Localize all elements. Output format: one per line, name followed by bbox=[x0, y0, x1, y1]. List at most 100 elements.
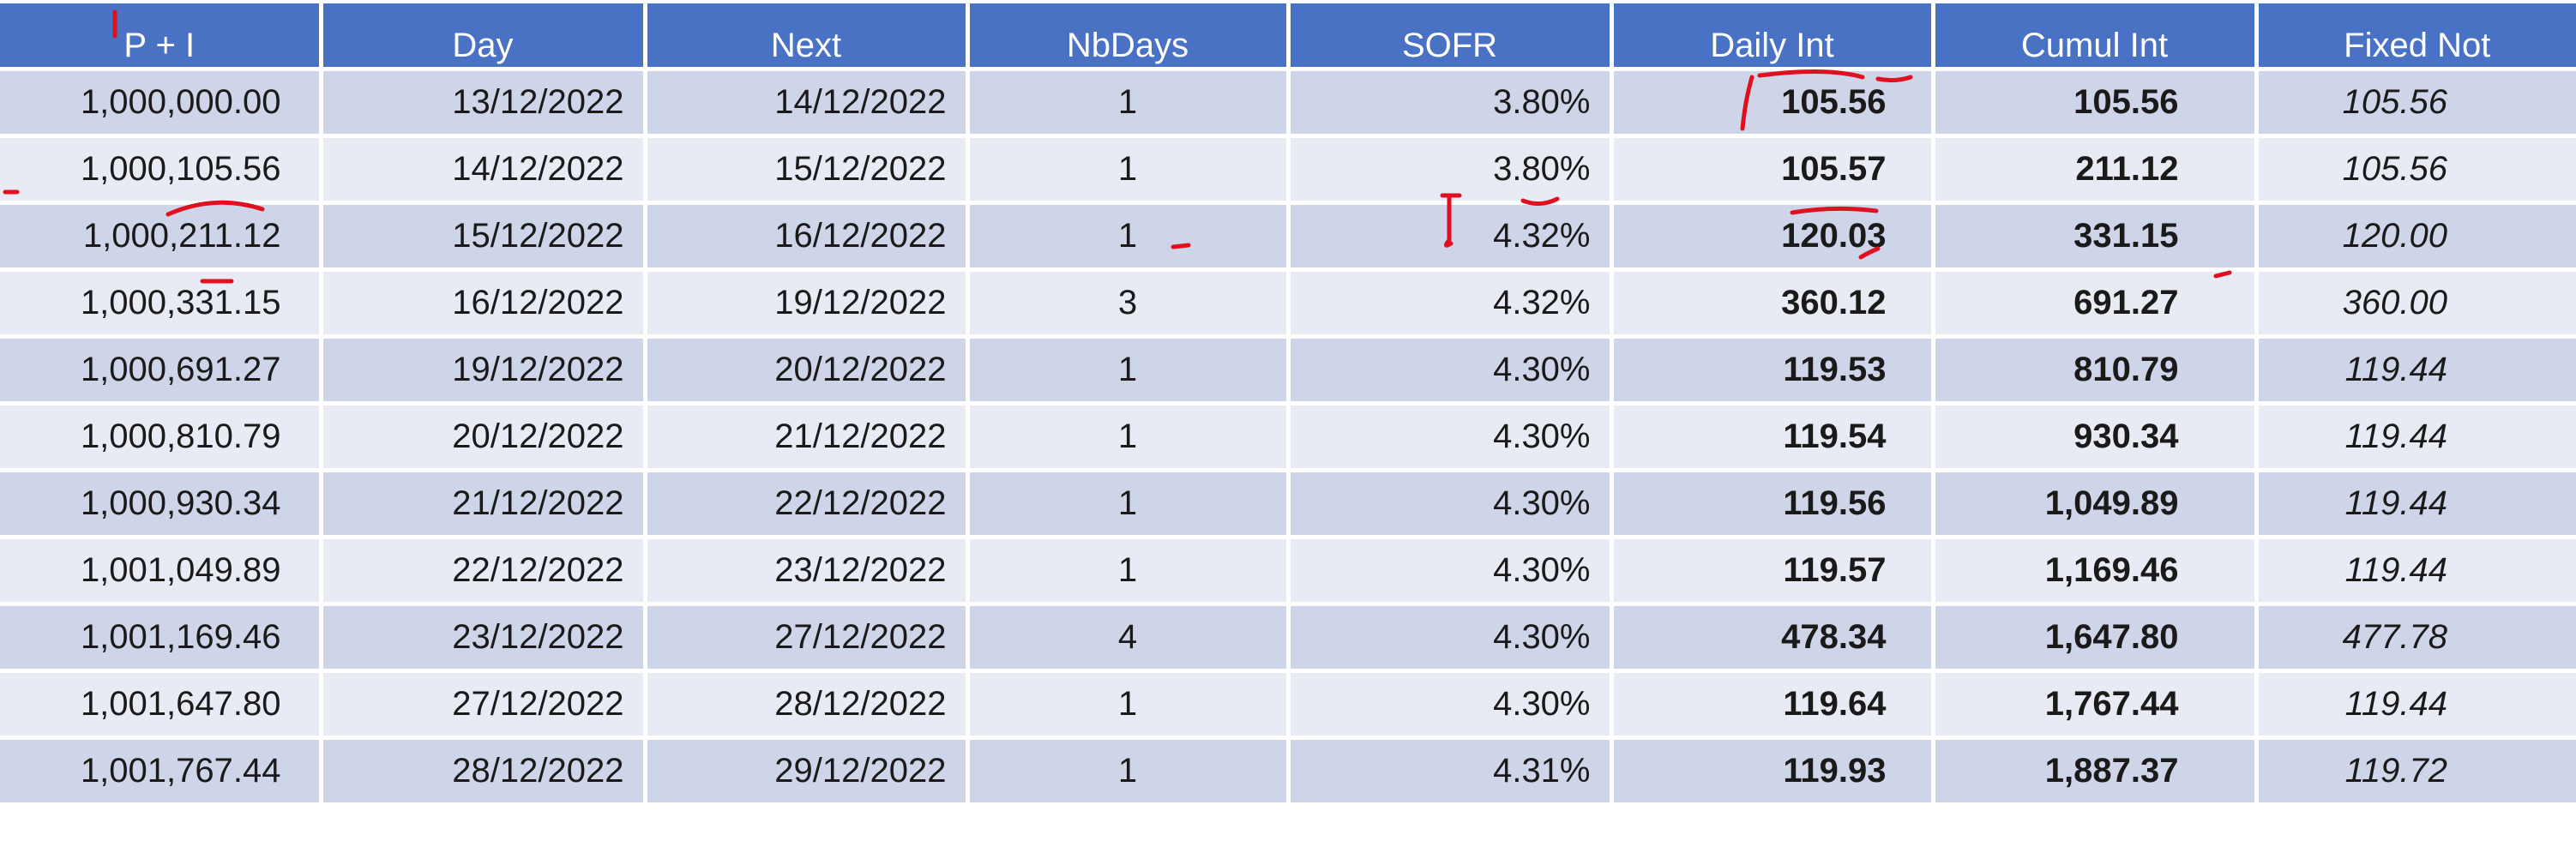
cell-cumul-int[interactable]: 691.27 bbox=[1930, 269, 2256, 339]
cell-day[interactable]: 21/12/2022 bbox=[318, 470, 645, 539]
header-sofr[interactable]: SOFR bbox=[1285, 3, 1611, 71]
cell-principal-plus-interest[interactable]: 1,000,000.00 bbox=[0, 69, 321, 138]
cell-next[interactable]: 16/12/2022 bbox=[642, 202, 967, 272]
cell-cumul-int[interactable]: 1,647.80 bbox=[1930, 604, 2256, 673]
header-nbdays[interactable]: NbDays bbox=[965, 3, 1288, 71]
cell-cumul-int[interactable]: 331.15 bbox=[1930, 202, 2256, 272]
cell-next[interactable]: 21/12/2022 bbox=[642, 403, 967, 472]
table-row: 1,001,169.46 23/12/2022 27/12/2022 4 4.30% 47… bbox=[0, 604, 2576, 673]
cell-sofr[interactable]: 4.32% bbox=[1285, 202, 1611, 272]
cell-principal-plus-interest[interactable]: 1,001,647.80 bbox=[0, 670, 321, 740]
cell-fixed-not[interactable]: 477.78 bbox=[2254, 604, 2576, 673]
header-principal-plus-interest[interactable]: P + I bbox=[0, 3, 321, 71]
cell-nbdays[interactable]: 3 bbox=[965, 269, 1288, 339]
cell-day[interactable]: 23/12/2022 bbox=[318, 604, 645, 673]
cell-daily-int[interactable]: 119.54 bbox=[1609, 403, 1933, 472]
table-row: 1,000,105.56 14/12/2022 15/12/2022 1 3.80% 10… bbox=[0, 135, 2576, 205]
cell-day[interactable]: 19/12/2022 bbox=[318, 336, 645, 405]
cell-cumul-int[interactable]: 1,767.44 bbox=[1930, 670, 2256, 740]
cell-fixed-not[interactable]: 105.56 bbox=[2254, 69, 2576, 138]
cell-principal-plus-interest[interactable]: 1,000,691.27 bbox=[0, 336, 321, 405]
cell-daily-int[interactable]: 119.93 bbox=[1609, 737, 1933, 807]
cell-nbdays[interactable]: 1 bbox=[965, 470, 1288, 539]
header-next[interactable]: Next bbox=[642, 3, 967, 71]
cell-day[interactable]: 22/12/2022 bbox=[318, 537, 645, 606]
cell-daily-int[interactable]: 478.34 bbox=[1609, 604, 1933, 673]
cell-next[interactable]: 28/12/2022 bbox=[642, 670, 967, 740]
header-cumul-int[interactable]: Cumul Int bbox=[1930, 3, 2256, 71]
cell-day[interactable]: 28/12/2022 bbox=[318, 737, 645, 807]
cell-principal-plus-interest[interactable]: 1,001,767.44 bbox=[0, 737, 321, 807]
cell-principal-plus-interest[interactable]: 1,000,331.15 bbox=[0, 269, 321, 339]
cell-daily-int[interactable]: 105.57 bbox=[1609, 135, 1933, 205]
cell-day[interactable]: 13/12/2022 bbox=[318, 69, 645, 138]
cell-nbdays[interactable]: 1 bbox=[965, 403, 1288, 472]
cell-nbdays[interactable]: 1 bbox=[965, 135, 1288, 205]
cell-daily-int[interactable]: 360.12 bbox=[1609, 269, 1933, 339]
cell-fixed-not[interactable]: 105.56 bbox=[2254, 135, 2576, 205]
cell-sofr[interactable]: 4.30% bbox=[1285, 403, 1611, 472]
cell-nbdays[interactable]: 4 bbox=[965, 604, 1288, 673]
cell-daily-int[interactable]: 120.03 bbox=[1609, 202, 1933, 272]
cell-fixed-not[interactable]: 119.72 bbox=[2254, 737, 2576, 807]
cell-day[interactable]: 14/12/2022 bbox=[318, 135, 645, 205]
cell-principal-plus-interest[interactable]: 1,001,049.89 bbox=[0, 537, 321, 606]
cell-principal-plus-interest[interactable]: 1,000,105.56 bbox=[0, 135, 321, 205]
cell-sofr[interactable]: 4.31% bbox=[1285, 737, 1611, 807]
cell-next[interactable]: 27/12/2022 bbox=[642, 604, 967, 673]
cell-sofr[interactable]: 3.80% bbox=[1285, 135, 1611, 205]
cell-next[interactable]: 20/12/2022 bbox=[642, 336, 967, 405]
cell-principal-plus-interest[interactable]: 1,000,930.34 bbox=[0, 470, 321, 539]
cell-day[interactable]: 20/12/2022 bbox=[318, 403, 645, 472]
cell-sofr[interactable]: 4.30% bbox=[1285, 604, 1611, 673]
cell-cumul-int[interactable]: 105.56 bbox=[1930, 69, 2256, 138]
cell-daily-int[interactable]: 119.57 bbox=[1609, 537, 1933, 606]
cell-daily-int[interactable]: 119.53 bbox=[1609, 336, 1933, 405]
cell-nbdays[interactable]: 1 bbox=[965, 537, 1288, 606]
cell-fixed-not[interactable]: 119.44 bbox=[2254, 537, 2576, 606]
cell-day[interactable]: 15/12/2022 bbox=[318, 202, 645, 272]
cell-principal-plus-interest[interactable]: 1,000,211.12 bbox=[0, 202, 321, 272]
cell-fixed-not[interactable]: 119.44 bbox=[2254, 470, 2576, 539]
cell-sofr[interactable]: 4.30% bbox=[1285, 336, 1611, 405]
cell-nbdays[interactable]: 1 bbox=[965, 202, 1288, 272]
cell-next[interactable]: 15/12/2022 bbox=[642, 135, 967, 205]
cell-day[interactable]: 16/12/2022 bbox=[318, 269, 645, 339]
cell-nbdays[interactable]: 1 bbox=[965, 670, 1288, 740]
cell-sofr[interactable]: 4.30% bbox=[1285, 470, 1611, 539]
cell-cumul-int[interactable]: 211.12 bbox=[1930, 135, 2256, 205]
cell-principal-plus-interest[interactable]: 1,001,169.46 bbox=[0, 604, 321, 673]
cell-fixed-not[interactable]: 119.44 bbox=[2254, 403, 2576, 472]
cell-cumul-int[interactable]: 1,887.37 bbox=[1930, 737, 2256, 807]
cell-next[interactable]: 29/12/2022 bbox=[642, 737, 967, 807]
cell-next[interactable]: 19/12/2022 bbox=[642, 269, 967, 339]
cell-nbdays[interactable]: 1 bbox=[965, 737, 1288, 807]
cell-fixed-not[interactable]: 120.00 bbox=[2254, 202, 2576, 272]
cell-fixed-not[interactable]: 119.44 bbox=[2254, 670, 2576, 740]
cell-next[interactable]: 23/12/2022 bbox=[642, 537, 967, 606]
cell-next[interactable]: 22/12/2022 bbox=[642, 470, 967, 539]
cell-fixed-not[interactable]: 119.44 bbox=[2254, 336, 2576, 405]
cell-sofr[interactable]: 4.30% bbox=[1285, 670, 1611, 740]
cell-cumul-int[interactable]: 1,049.89 bbox=[1930, 470, 2256, 539]
cell-principal-plus-interest[interactable]: 1,000,810.79 bbox=[0, 403, 321, 472]
cell-nbdays[interactable]: 1 bbox=[965, 336, 1288, 405]
cell-day[interactable]: 27/12/2022 bbox=[318, 670, 645, 740]
table-row: 1,000,691.27 19/12/2022 20/12/2022 1 4.30% 11… bbox=[0, 336, 2576, 405]
cell-cumul-int[interactable]: 930.34 bbox=[1930, 403, 2256, 472]
header-daily-int[interactable]: Daily Int bbox=[1609, 3, 1933, 71]
cell-sofr[interactable]: 4.30% bbox=[1285, 537, 1611, 606]
cell-sofr[interactable]: 4.32% bbox=[1285, 269, 1611, 339]
cell-cumul-int[interactable]: 1,169.46 bbox=[1930, 537, 2256, 606]
header-fixed-not[interactable]: Fixed Not bbox=[2254, 3, 2576, 71]
table-row: 1,001,647.80 27/12/2022 28/12/2022 1 4.30% 11… bbox=[0, 670, 2576, 740]
cell-cumul-int[interactable]: 810.79 bbox=[1930, 336, 2256, 405]
header-day[interactable]: Day bbox=[318, 3, 645, 71]
cell-fixed-not[interactable]: 360.00 bbox=[2254, 269, 2576, 339]
cell-sofr[interactable]: 3.80% bbox=[1285, 69, 1611, 138]
cell-nbdays[interactable]: 1 bbox=[965, 69, 1288, 138]
cell-next[interactable]: 14/12/2022 bbox=[642, 69, 967, 138]
cell-daily-int[interactable]: 105.56 bbox=[1609, 69, 1933, 138]
cell-daily-int[interactable]: 119.64 bbox=[1609, 670, 1933, 740]
cell-daily-int[interactable]: 119.56 bbox=[1609, 470, 1933, 539]
